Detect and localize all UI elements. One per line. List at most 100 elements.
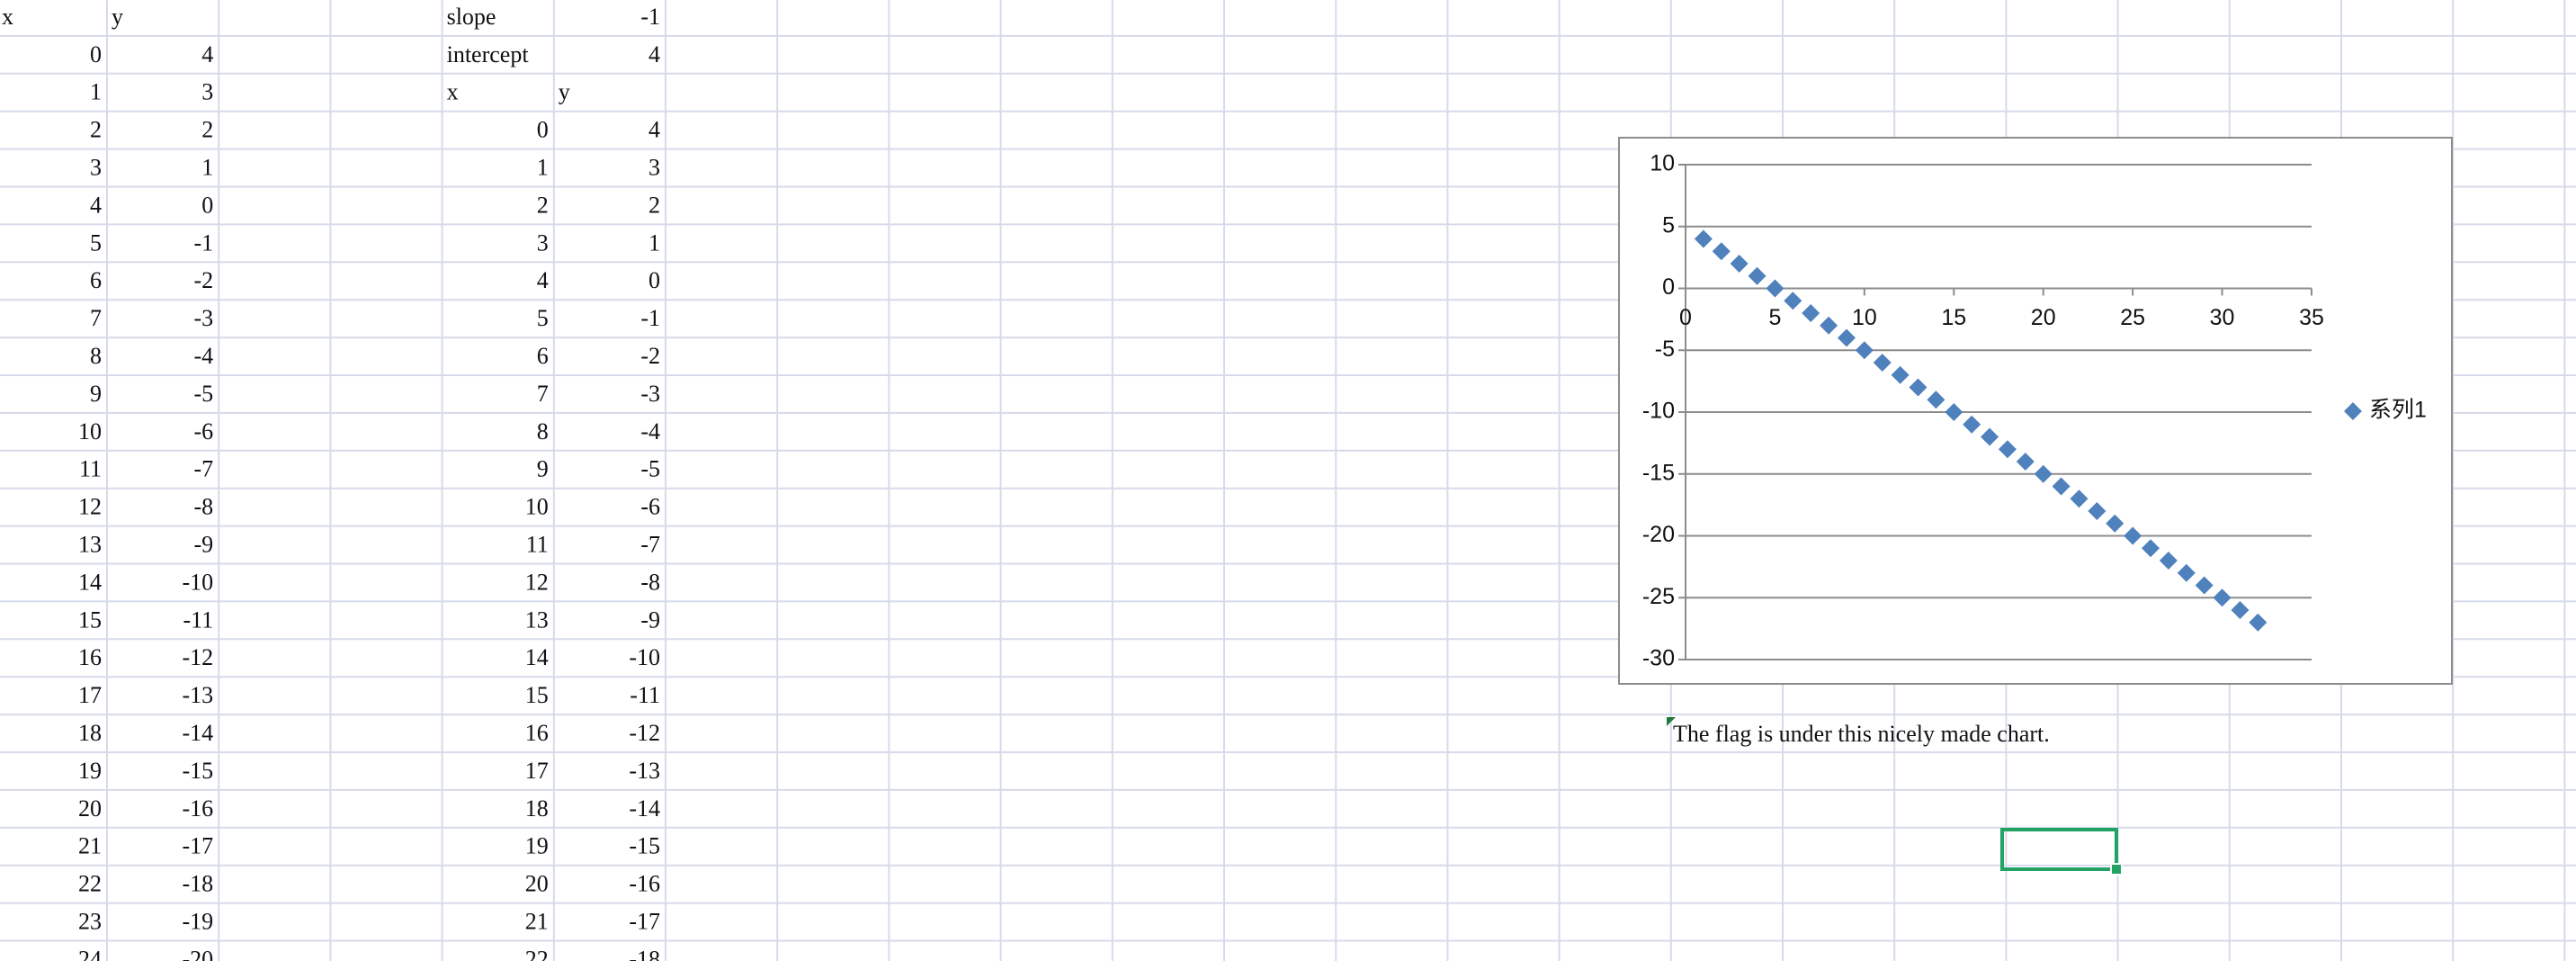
data-point (2159, 552, 2178, 570)
cell-number: -18 (629, 946, 660, 961)
cell-number: 17 (78, 682, 102, 708)
cell-number: -2 (194, 267, 214, 293)
fill-handle[interactable] (2110, 863, 2123, 876)
cell-number: -14 (183, 720, 214, 746)
legend-label: 系列1 (2369, 398, 2427, 423)
cell-number: 9 (90, 381, 102, 407)
cell-number: -20 (183, 946, 214, 961)
cell-number: 13 (525, 606, 549, 633)
chart-frame[interactable] (1618, 137, 2453, 685)
cell-number: 4 (648, 117, 660, 143)
cell-number: 21 (525, 909, 549, 935)
data-point (2088, 502, 2106, 520)
selected-cell[interactable] (2000, 828, 2118, 871)
data-point (1820, 316, 1838, 335)
y-tick-label: -30 (1642, 646, 1675, 671)
cell-number: -19 (183, 909, 214, 935)
cell-number: -10 (183, 569, 214, 595)
cell-number: 17 (525, 758, 549, 784)
cell-number: 14 (525, 644, 549, 670)
cell-number: -14 (629, 795, 660, 822)
cell-number: 13 (78, 532, 102, 558)
cell-number: 16 (525, 720, 549, 746)
data-point (2070, 489, 2089, 508)
cell-number: -13 (629, 758, 660, 784)
cell-text: x (447, 79, 459, 105)
cell-number: -2 (640, 343, 660, 369)
x-tick-label: 10 (1852, 305, 1877, 330)
cell-text: slope (447, 4, 496, 30)
cell-number: -3 (640, 381, 660, 407)
cell-number: 7 (537, 381, 549, 407)
cell-number: 11 (526, 532, 549, 558)
data-point (1802, 304, 1820, 322)
cell-number: -3 (194, 305, 214, 331)
cell-number: -16 (629, 871, 660, 897)
cell-number: -9 (640, 606, 660, 633)
cell-number: -15 (183, 758, 214, 784)
cell-number: 0 (648, 267, 660, 293)
cell-number: -18 (183, 871, 214, 897)
data-point (1712, 242, 1731, 261)
cell-text: x (2, 4, 13, 30)
cell-number: 14 (78, 569, 102, 595)
cell-number: 20 (78, 795, 102, 822)
data-point (1909, 378, 1928, 397)
cell-number: -12 (183, 644, 214, 670)
cell-number: 22 (78, 871, 102, 897)
cell-number: -1 (640, 4, 660, 30)
cell-number: 1 (537, 155, 549, 181)
cell-number: 4 (90, 192, 102, 218)
cell-number: -11 (183, 606, 213, 633)
legend-marker (2344, 402, 2362, 420)
cell-text: intercept (447, 41, 530, 67)
data-point (1927, 391, 1945, 409)
cell-number: 2 (648, 192, 660, 218)
cell-number: 3 (90, 155, 102, 181)
cell-number: 2 (201, 117, 213, 143)
cell-number: 3 (201, 79, 213, 105)
y-tick-label: 0 (1662, 274, 1675, 300)
cell-number: -10 (629, 644, 660, 670)
cell-number: -8 (194, 494, 214, 520)
cell-number: 4 (537, 267, 549, 293)
cell-number: 1 (648, 229, 660, 256)
x-tick-label: 0 (1679, 305, 1692, 330)
y-tick-label: -20 (1642, 522, 1675, 547)
cell-number: 8 (537, 418, 549, 445)
cell-number: 12 (78, 494, 102, 520)
data-point (1981, 427, 1999, 446)
cell-number: 22 (525, 946, 549, 961)
x-tick-label: 25 (2120, 305, 2145, 330)
cell-number: -11 (630, 682, 660, 708)
data-point (2195, 576, 2214, 595)
cell-number: -1 (640, 305, 660, 331)
data-point (2052, 477, 2071, 496)
cells: x y0 41 32 23 14 05 -16 -27 -38 -49 -510 -611 -712 -81… (2, 4, 660, 961)
y-tick-label: 10 (1650, 151, 1675, 176)
cell-number: 23 (78, 909, 102, 935)
cell-text: y (559, 79, 570, 105)
cell-number: 24 (78, 946, 102, 961)
y-tick-label: -10 (1642, 399, 1675, 424)
data-point (2106, 514, 2124, 533)
data-point (2034, 464, 2053, 483)
cell-number: -1 (194, 229, 214, 256)
cell-number: 0 (201, 192, 213, 218)
cell-number: -8 (640, 569, 660, 595)
cell-number: -15 (629, 833, 660, 859)
cell-number: 20 (525, 871, 549, 897)
cell-number: -17 (629, 909, 660, 935)
data-point (1730, 255, 1749, 273)
x-tick-label: 30 (2210, 305, 2235, 330)
cell-number: -16 (183, 795, 214, 822)
data-point (1963, 415, 1981, 434)
cell-text: y (112, 4, 123, 30)
cell-number: 0 (90, 41, 102, 67)
data-point (2249, 613, 2267, 632)
y-tick-label: -5 (1655, 337, 1675, 362)
cell-number: 19 (78, 758, 102, 784)
data-point (1784, 292, 1802, 310)
cell-number: -6 (194, 418, 214, 445)
